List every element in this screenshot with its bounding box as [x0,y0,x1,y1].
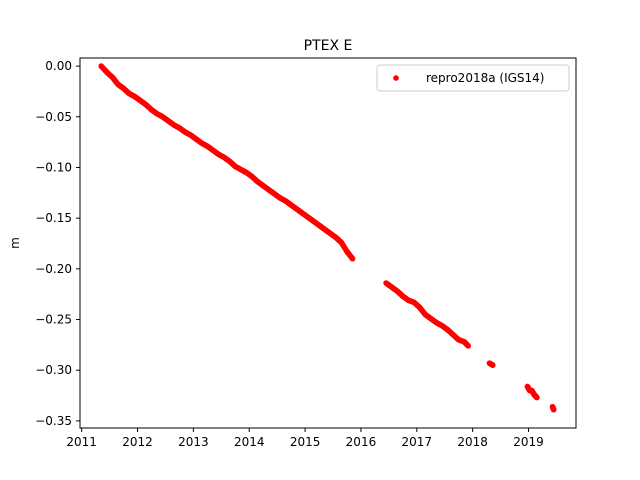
x-tick-label: 2014 [234,435,265,449]
x-tick-label: 2013 [178,435,209,449]
y-tick-label: −0.15 [35,211,72,225]
x-tick-label: 2011 [66,435,97,449]
x-axis: 2011 2012 2013 2014 2015 2016 2017 2018 2019 [66,428,544,449]
y-axis-label: m [8,237,22,249]
legend-marker [393,75,399,81]
y-tick-label: 0.00 [45,59,72,73]
data-point [465,343,471,349]
y-tick-label: −0.20 [35,262,72,276]
x-tick-label: 2018 [457,435,488,449]
y-axis: 0.00 −0.05 −0.10 −0.15 −0.20 −0.25 −0.30 −0.35 [35,59,80,428]
x-tick-label: 2015 [290,435,321,449]
legend-box [376,64,570,92]
data-point [349,255,356,262]
y-tick-label: −0.35 [35,414,72,428]
data-point [534,394,540,401]
data-point [489,362,496,368]
plot-frame [79,57,577,429]
y-tick-label: −0.30 [35,363,72,377]
plot-data [98,63,557,413]
legend: repro2018a (IGS14) [376,64,570,92]
data-point [550,406,557,413]
x-tick-label: 2017 [402,435,433,449]
y-tick-label: −0.25 [35,313,72,327]
x-tick-label: 2012 [122,435,153,449]
chart-title: PTEX E [304,38,353,54]
y-tick-label: −0.10 [35,160,72,174]
x-tick-label: 2016 [346,435,377,449]
x-tick-label: 2019 [513,435,544,449]
y-tick-label: −0.05 [35,110,72,124]
legend-label: repro2018a (IGS14) [426,71,544,85]
